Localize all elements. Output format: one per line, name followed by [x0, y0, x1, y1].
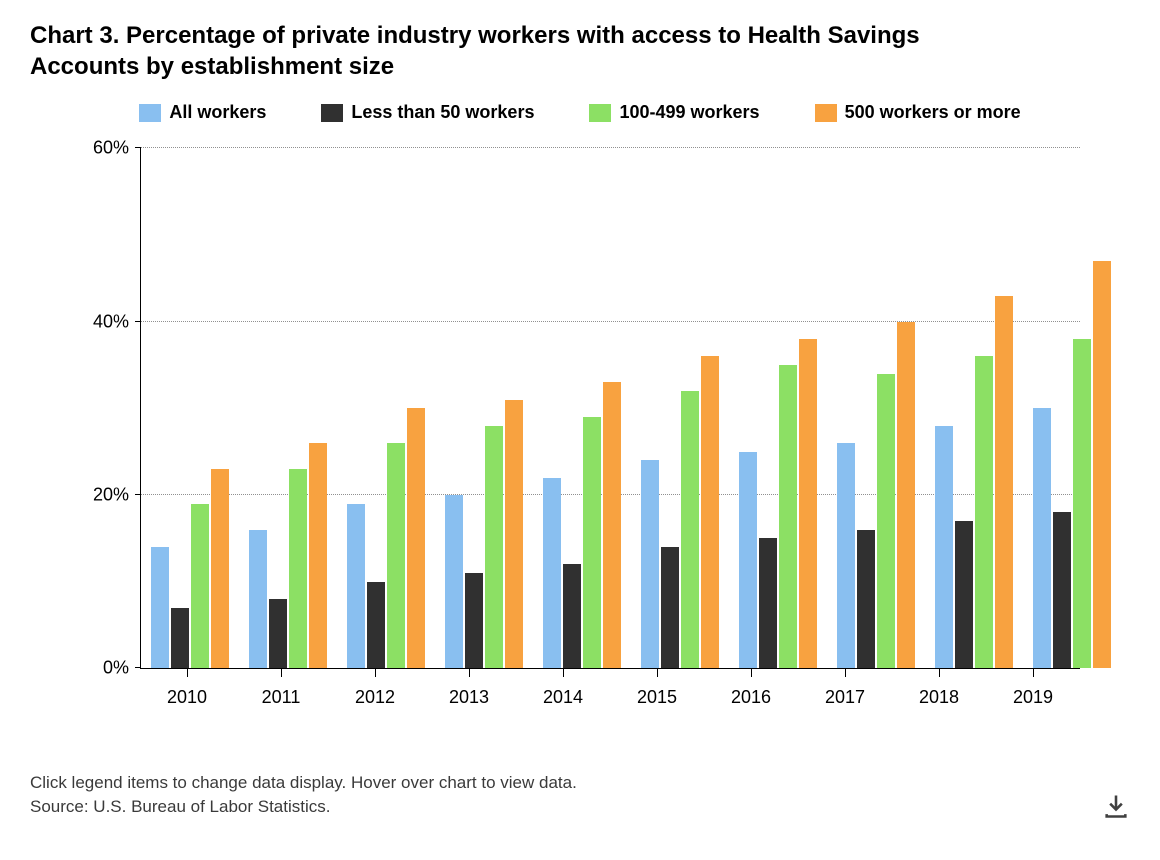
bar[interactable] — [935, 426, 953, 669]
bar[interactable] — [897, 322, 915, 669]
bar[interactable] — [603, 382, 621, 668]
bar[interactable] — [955, 521, 973, 668]
x-axis-label: 2017 — [798, 673, 892, 708]
bar-group — [631, 148, 729, 668]
legend-label: Less than 50 workers — [351, 102, 534, 123]
bar[interactable] — [289, 469, 307, 668]
bar[interactable] — [407, 408, 425, 668]
bar[interactable] — [347, 504, 365, 669]
x-axis-tick — [469, 669, 470, 677]
bar[interactable] — [465, 573, 483, 668]
x-axis-label: 2013 — [422, 673, 516, 708]
bar[interactable] — [211, 469, 229, 668]
x-axis-tick — [187, 669, 188, 677]
chart-container: Chart 3. Percentage of private industry … — [0, 0, 1160, 860]
legend-swatch — [589, 104, 611, 122]
bar[interactable] — [759, 538, 777, 668]
x-axis-tick — [1033, 669, 1034, 677]
bar[interactable] — [877, 374, 895, 669]
legend-label: 500 workers or more — [845, 102, 1021, 123]
bar-groups — [141, 148, 1080, 668]
legend-label: All workers — [169, 102, 266, 123]
bar[interactable] — [485, 426, 503, 669]
bar[interactable] — [1053, 512, 1071, 668]
legend-item-lt50[interactable]: Less than 50 workers — [321, 102, 534, 123]
legend-swatch — [321, 104, 343, 122]
x-axis-tick — [563, 669, 564, 677]
bar[interactable] — [1033, 408, 1051, 668]
plot-region[interactable]: 0%20%40%60% — [140, 148, 1080, 669]
bar[interactable] — [701, 356, 719, 668]
y-axis-label: 40% — [93, 311, 141, 332]
bar[interactable] — [367, 582, 385, 669]
legend-item-500plus[interactable]: 500 workers or more — [815, 102, 1021, 123]
chart-title: Chart 3. Percentage of private industry … — [30, 20, 930, 82]
bar[interactable] — [641, 460, 659, 668]
bar[interactable] — [995, 296, 1013, 669]
bar[interactable] — [799, 339, 817, 668]
bar[interactable] — [779, 365, 797, 668]
x-axis-label: 2011 — [234, 673, 328, 708]
x-axis-tick — [281, 669, 282, 677]
x-axis-label: 2012 — [328, 673, 422, 708]
bar[interactable] — [857, 530, 875, 669]
bar[interactable] — [661, 547, 679, 668]
legend-item-all-workers[interactable]: All workers — [139, 102, 266, 123]
bar[interactable] — [563, 564, 581, 668]
bar-group — [925, 148, 1023, 668]
x-axis-label: 2014 — [516, 673, 610, 708]
bar-group — [1023, 148, 1121, 668]
bar[interactable] — [269, 599, 287, 668]
legend-item-100-499[interactable]: 100-499 workers — [589, 102, 759, 123]
legend-swatch — [815, 104, 837, 122]
download-icon[interactable] — [1102, 792, 1130, 820]
bar[interactable] — [171, 608, 189, 669]
y-axis-label: 0% — [103, 658, 141, 679]
x-axis-label: 2010 — [140, 673, 234, 708]
bar[interactable] — [837, 443, 855, 668]
x-axis-tick — [657, 669, 658, 677]
bar[interactable] — [975, 356, 993, 668]
x-axis-tick — [939, 669, 940, 677]
bar-group — [435, 148, 533, 668]
legend-label: 100-499 workers — [619, 102, 759, 123]
bar[interactable] — [151, 547, 169, 668]
bar-group — [533, 148, 631, 668]
x-axis-label: 2016 — [704, 673, 798, 708]
bar[interactable] — [681, 391, 699, 668]
x-axis-tick — [751, 669, 752, 677]
x-axis-label: 2019 — [986, 673, 1080, 708]
bar[interactable] — [309, 443, 327, 668]
x-axis-tick — [845, 669, 846, 677]
x-axis-label: 2015 — [610, 673, 704, 708]
chart-area: 0%20%40%60% 2010201120122013201420152016… — [140, 148, 1080, 708]
footer-source: Source: U.S. Bureau of Labor Statistics. — [30, 795, 1130, 820]
bar[interactable] — [191, 504, 209, 669]
bar[interactable] — [445, 495, 463, 668]
chart-footer: Click legend items to change data displa… — [30, 771, 1130, 820]
bar-group — [141, 148, 239, 668]
x-axis-label: 2018 — [892, 673, 986, 708]
x-axis-labels: 2010201120122013201420152016201720182019 — [140, 673, 1080, 708]
bar[interactable] — [249, 530, 267, 669]
bar[interactable] — [1073, 339, 1091, 668]
bar-group — [337, 148, 435, 668]
bar[interactable] — [739, 452, 757, 669]
bar[interactable] — [387, 443, 405, 668]
y-axis-label: 60% — [93, 138, 141, 159]
bar[interactable] — [543, 478, 561, 669]
bar-group — [827, 148, 925, 668]
bar-group — [729, 148, 827, 668]
bar-group — [239, 148, 337, 668]
bar[interactable] — [583, 417, 601, 668]
bar[interactable] — [505, 400, 523, 669]
y-axis-label: 20% — [93, 485, 141, 506]
footer-hint: Click legend items to change data displa… — [30, 771, 1130, 796]
legend: All workers Less than 50 workers 100-499… — [30, 102, 1130, 123]
bar[interactable] — [1093, 261, 1111, 668]
legend-swatch — [139, 104, 161, 122]
x-axis-tick — [375, 669, 376, 677]
